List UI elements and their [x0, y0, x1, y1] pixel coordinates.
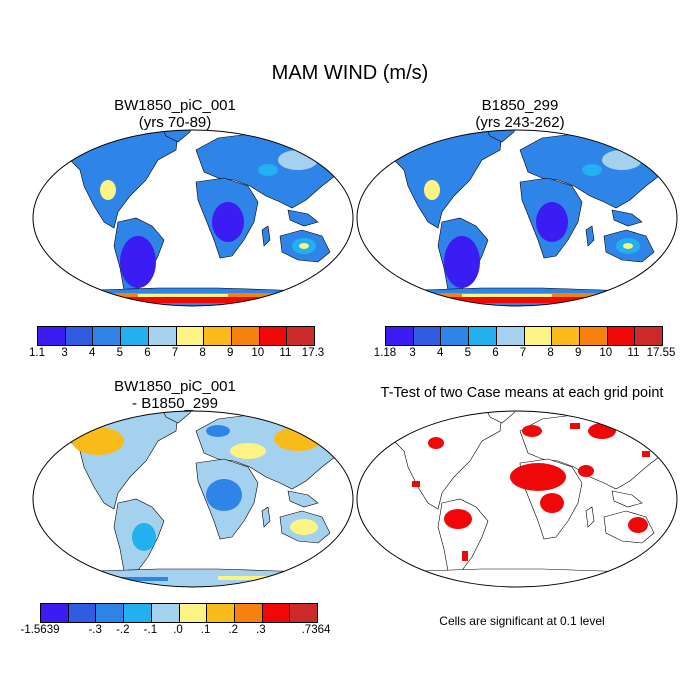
colorbar-label: .3 [256, 624, 266, 636]
panel-title-bottom-right: T-Test of two Case means at each grid po… [380, 385, 664, 401]
colorbar-swatch [259, 327, 288, 345]
colorbar-swatch [93, 327, 122, 345]
colorbar-swatch [287, 327, 315, 345]
colorbar-label: 9 [574, 347, 582, 359]
panel-title-top-right-line2: (yrs 243-262) [475, 114, 565, 131]
colorbar-swatch [469, 327, 497, 345]
panel-title-top-right: B1850_299 (yrs 243-262) [385, 97, 655, 131]
colorbar-swatch [68, 604, 97, 622]
colorbar-swatch [552, 327, 580, 345]
colorbar-swatch [441, 327, 470, 345]
colorbar-swatch [148, 327, 177, 345]
panel-title-top-left-line2: (yrs 70-89) [138, 114, 212, 131]
map-top-right [356, 129, 678, 307]
colorbar-label: 7 [171, 347, 179, 359]
colorbar-swatch [524, 327, 553, 345]
colorbar-label: 4 [88, 347, 96, 359]
colorbar-label: 11 [279, 347, 292, 359]
panel-title-bottom-left-line1: BW1850_piC_001 [114, 378, 236, 395]
map-top-left [32, 129, 354, 307]
colorbar-label: 1.1 [29, 347, 45, 359]
colorbar-swatch [176, 327, 205, 345]
colorbar-swatch [65, 327, 94, 345]
colorbar-swatch [386, 327, 414, 345]
colorbar-label: 5 [464, 347, 471, 359]
colorbar-label: 8 [547, 347, 554, 359]
colorbar-label: 11 [627, 347, 640, 359]
colorbar-label: -1.5639 [20, 624, 60, 636]
colorbar-swatch [124, 604, 152, 622]
colorbar-label: .1 [200, 624, 211, 636]
panel-title-bottom-left-line2: - B1850_299 [132, 395, 218, 412]
colorbar-label: 9 [226, 347, 234, 359]
colorbar-label: -.1 [143, 624, 158, 636]
colorbar-top-left [37, 326, 315, 346]
significance-note: Cells are significant at 0.1 level [439, 614, 605, 628]
colorbar-swatch [290, 604, 318, 622]
colorbar-swatch [151, 604, 180, 622]
panel-title-bottom-left: BW1850_piC_001 - B1850_299 [40, 378, 310, 412]
panel-title-top-left: BW1850_piC_001 (yrs 70-89) [40, 97, 310, 131]
panel-title-top-right-line1: B1850_299 [481, 97, 559, 114]
map-bottom-right [356, 410, 678, 588]
colorbar-label: 8 [199, 347, 206, 359]
colorbar-swatch [204, 327, 232, 345]
figure-title: MAM WIND (m/s) [271, 62, 429, 84]
colorbar-label: 10 [251, 347, 265, 359]
colorbar-label: .2 [228, 624, 238, 636]
colorbar-bottom-left [40, 603, 318, 623]
panel-title-top-left-line1: BW1850_piC_001 [114, 97, 236, 114]
colorbar-label: .0 [173, 624, 183, 636]
colorbar-label: 10 [599, 347, 613, 359]
colorbar-label: 3 [61, 347, 68, 359]
colorbar-swatch [96, 604, 125, 622]
colorbar-label: 4 [436, 347, 444, 359]
colorbar-swatch [41, 604, 69, 622]
colorbar-label: 6 [144, 347, 151, 359]
colorbar-swatch [234, 604, 263, 622]
colorbar-label: -.2 [116, 624, 130, 636]
colorbar-swatch [38, 327, 66, 345]
colorbar-label: 7 [519, 347, 527, 359]
colorbar-swatch [262, 604, 291, 622]
colorbar-label: 5 [116, 347, 123, 359]
colorbar-swatch [121, 327, 149, 345]
colorbar-top-right [385, 326, 663, 346]
colorbar-swatch [579, 327, 608, 345]
colorbar-label: 1.18 [373, 347, 397, 359]
colorbar-swatch [607, 327, 636, 345]
map-bottom-left [32, 410, 354, 588]
colorbar-label: .7364 [301, 624, 331, 636]
colorbar-swatch [496, 327, 525, 345]
colorbar-label: 6 [492, 347, 499, 359]
colorbar-swatch [413, 327, 442, 345]
colorbar-label: 17.55 [646, 347, 676, 359]
colorbar-swatch [635, 327, 663, 345]
colorbar-label: 3 [409, 347, 416, 359]
colorbar-swatch [231, 327, 260, 345]
colorbar-label: 17.3 [301, 347, 325, 359]
colorbar-label: -.3 [88, 624, 102, 636]
colorbar-swatch [179, 604, 208, 622]
colorbar-swatch [207, 604, 235, 622]
